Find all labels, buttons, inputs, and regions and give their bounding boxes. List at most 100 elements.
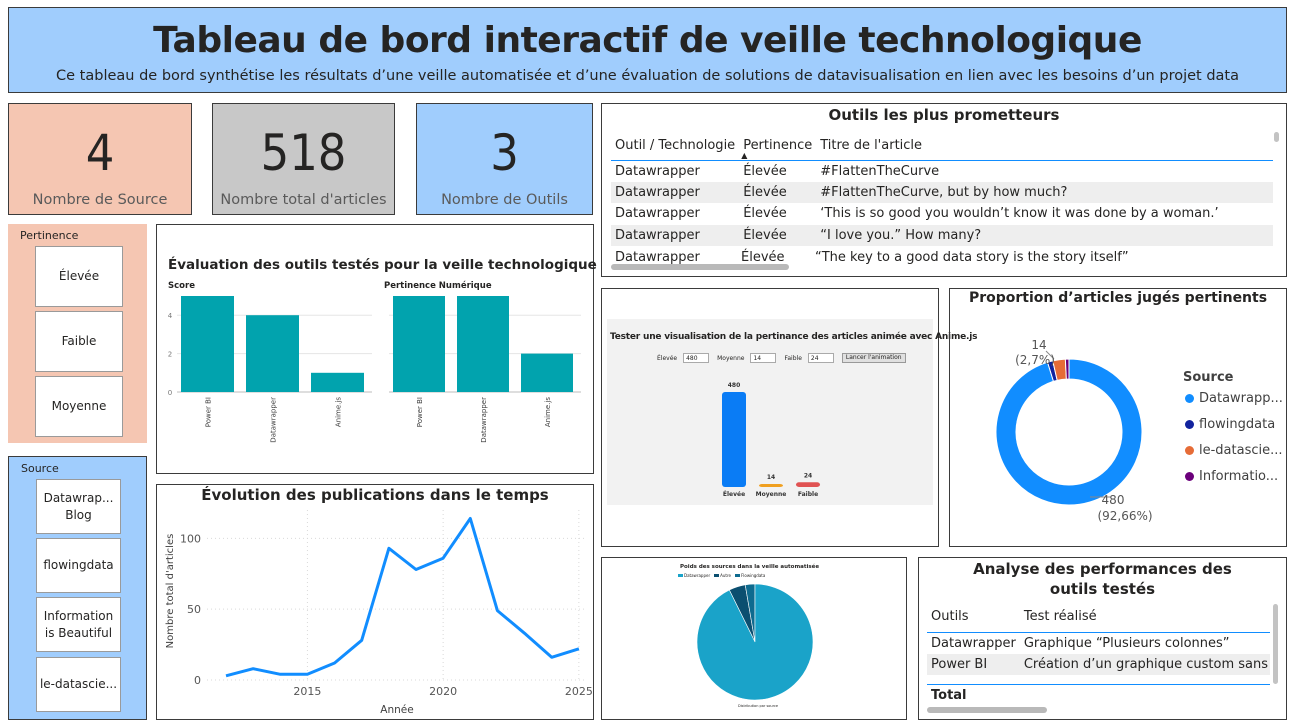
bar [311, 372, 364, 392]
legend-label: Autre [720, 573, 731, 578]
cell: Élevée [743, 206, 787, 222]
input-moyenne[interactable]: 14 [750, 353, 777, 363]
anime-bar [796, 482, 820, 487]
perf-grid: Outils Test réalisé Datawrapper Graphique… [927, 602, 1270, 675]
pubs-svg: Nombre total d'articles Année 0 50 100 2015… [165, 510, 593, 716]
launch-animation-button[interactable]: Lancer l'animation [841, 353, 906, 363]
input-faible[interactable]: 24 [807, 353, 834, 363]
y-tick-label: 0 [194, 674, 201, 687]
legend-label: Flowingdata [740, 573, 766, 578]
kpi-value: 4 [85, 124, 115, 182]
slicer-item-le-datascience[interactable]: le-datascie... [36, 657, 121, 712]
table-row[interactable]: Datawrapper Graphique “Plusieurs colonnes… [927, 632, 1270, 654]
x-tick-label: Datawrapper [270, 397, 278, 443]
perf-grid-viewport: Outils Test réalisé Datawrapper Graphique… [927, 602, 1270, 702]
x-tick-label: Anime.js [335, 397, 343, 427]
bar [521, 353, 573, 392]
horizontal-scrollbar[interactable] [927, 707, 1047, 713]
pubs-title: Évolution des publications dans le temps [201, 486, 549, 504]
table-row[interactable]: Datawrapper Élevée #FlattenTheCurve [611, 160, 1273, 182]
cell: Élevée [743, 227, 787, 243]
anime-bar-label: Moyenne [756, 491, 787, 498]
donut-svg: 14 (2,7%) 480 (92,66%) [995, 338, 1153, 523]
legend-item-flowingdata[interactable]: flowingdata [1185, 417, 1275, 432]
cell: Élevée [743, 184, 787, 200]
donut-slice [1064, 358, 1070, 380]
anime-bar-label: Faible [798, 491, 818, 498]
horizontal-scrollbar[interactable] [611, 264, 789, 270]
cell: Datawrapper [615, 227, 700, 243]
pie-legend-item[interactable]: Flowingdata [734, 573, 766, 578]
pie-legend: Datawrapper Autre Flowingdata [678, 573, 765, 578]
kpi-card-articles: 518 Nombre total d'articles [212, 103, 395, 215]
col-test[interactable]: Test réalisé [1023, 609, 1097, 625]
pie-footer: Distribution par source [738, 704, 779, 708]
donut-title: Proportion d’articles jugés pertinents [968, 290, 1268, 306]
legend-item-le-datascience[interactable]: le-datascie... [1185, 443, 1283, 458]
legend-label: flowingdata [1199, 417, 1276, 432]
y-tick-label: 2 [168, 351, 172, 359]
x-tick-label: 2015 [293, 685, 321, 698]
anime-frame: Tester une visualisation de la pertinanc… [607, 319, 977, 505]
vertical-scrollbar[interactable] [1273, 604, 1278, 684]
kpi-value: 3 [490, 124, 519, 182]
input-elevee[interactable]: 480 [683, 353, 710, 363]
table-row[interactable]: Datawrapper Élevée ‘This is so good you wo… [611, 203, 1273, 225]
table-row-clipped[interactable]: Datawrapper Élevée “The key to a good data… [611, 247, 1273, 267]
table-row[interactable]: Power BI Création d’un graphique custom s… [927, 653, 1270, 675]
anime-inputs: Élevée 480 Moyenne 14 Faible 24 Lancer l… [657, 353, 906, 363]
anime-bar [722, 392, 746, 487]
legend-item-datawrapper[interactable]: Datawrapp... [1185, 391, 1283, 406]
anime-bar-value: 24 [804, 472, 812, 479]
sources-pie-panel: Poids des sources dans la veille automat… [601, 557, 907, 720]
donut-label-big: 480 [1102, 493, 1125, 507]
bar [181, 296, 234, 392]
cell: Datawrapper [931, 635, 1016, 651]
table-row[interactable]: Datawrapper Élevée “I love you.” How many? [611, 224, 1273, 246]
title-banner: Tableau de bord interactif de veille tec… [8, 7, 1287, 93]
top-tools-table: Outils les plus prometteurs Outil / Tech… [601, 103, 1287, 277]
donut-label-small: 14 [1031, 338, 1046, 352]
pie-legend-item[interactable]: Autre [714, 573, 731, 578]
col-outils[interactable]: Outils [931, 609, 969, 625]
pie-title: Poids des sources dans la veille automat… [680, 564, 820, 570]
pubs-chart: Évolution des publications dans le temps… [156, 484, 594, 720]
page-subtitle: Ce tableau de bord synthétise les résult… [56, 68, 1239, 84]
cell: Datawrapper [615, 163, 700, 179]
legend-swatch [734, 574, 740, 577]
legend-dot [1185, 394, 1194, 403]
slicer-item-flowingdata[interactable]: flowingdata [36, 538, 121, 593]
col-outil[interactable]: Outil / Technologie [615, 138, 736, 154]
cell: “I love you.” How many? [820, 227, 982, 243]
legend-dot [1185, 446, 1194, 455]
cell: Datawrapper [615, 184, 700, 200]
col-titre[interactable]: Titre de l'article [820, 138, 923, 154]
vertical-scrollbar[interactable] [1274, 132, 1279, 142]
col-pertinence[interactable]: Pertinence ▲ [739, 132, 816, 160]
donut-label-big-pct: (92,66%) [1097, 509, 1152, 523]
leader-line [1045, 350, 1055, 360]
pubs-ylabel: Nombre total d'articles [165, 534, 176, 649]
donut-legend-title: Source [1183, 370, 1234, 385]
slicer-item-elevee[interactable]: Élevée [35, 246, 123, 307]
slicer-item-faible[interactable]: Faible [35, 311, 123, 372]
tools-eval-title: Évaluation des outils testés pour la vei… [168, 257, 597, 273]
top-tools-grid: Outil / Technologie Pertinence ▲ Titre de… [611, 132, 1273, 246]
anime-title: Tester une visualisation de la pertinanc… [610, 332, 978, 342]
slicer-item-information-is-beautiful[interactable]: Information is Beautiful [36, 597, 121, 652]
legend-swatch [714, 574, 720, 577]
total-label: Total [931, 688, 967, 703]
input-label: Faible [784, 354, 802, 362]
slicer-pertinence: Pertinence Élevée Faible Moyenne [8, 224, 147, 443]
slicer-item-moyenne[interactable]: Moyenne [35, 376, 123, 437]
pie-legend-item[interactable]: Datawrapper [678, 573, 710, 578]
legend-item-information[interactable]: Informatio... [1185, 469, 1278, 484]
cell: #FlattenTheCurve [820, 163, 940, 179]
slicer-item-datawrapper[interactable]: Datawrap... Blog [36, 479, 121, 534]
table-row[interactable]: Datawrapper Élevée #FlattenTheCurve, but b… [611, 181, 1273, 203]
kpi-label: Nombre de Source [32, 192, 168, 208]
x-tick-label: 2025 [565, 685, 593, 698]
anime-svg: 480 Élevée 14 Moyenne 24 Faible [722, 382, 820, 498]
legend-dot [1185, 472, 1194, 481]
cell: #FlattenTheCurve, but by how much? [820, 184, 1068, 200]
